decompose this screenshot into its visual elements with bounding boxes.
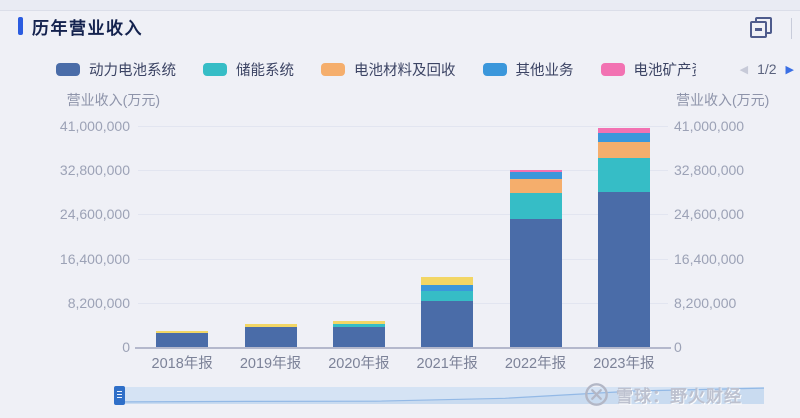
bar-segment-其他业务[interactable] [597, 132, 650, 142]
data-zoom-slider[interactable] [114, 386, 764, 405]
x-tick-label: 2021年报 [416, 356, 478, 372]
bar-segment-电池矿产资[interactable] [597, 127, 650, 133]
x-tick-label: 2023年报 [593, 356, 655, 372]
data-zoom-track[interactable] [117, 387, 764, 404]
legend-label: 电池材料及回收 [354, 62, 456, 79]
x-tick-label: 2018年报 [151, 356, 213, 372]
bar-2022年报[interactable] [509, 169, 562, 347]
y-tick-label-left: 0 [122, 339, 130, 355]
header-divider [791, 18, 792, 39]
grid-line [138, 302, 668, 304]
data-zoom-preview [117, 387, 764, 404]
legend-label: 动力电池系统 [89, 62, 176, 79]
legend-swatch [321, 62, 345, 76]
y-tick-label-right: 41,000,000 [674, 118, 745, 134]
y-tick-label-right: 8,200,000 [674, 294, 737, 311]
page-title: 历年营业收入 [32, 19, 143, 38]
legend-prev-icon[interactable]: ◀ [739, 63, 749, 76]
bar-2019年报[interactable] [244, 323, 297, 347]
legend-item-5[interactable]: 电池矿产资 [600, 59, 696, 80]
top-strip [0, 0, 800, 11]
bar-segment-未显示图例系列(黄色)[interactable] [332, 320, 385, 324]
bar-segment-储能系统[interactable] [421, 290, 474, 301]
grid-line [138, 170, 668, 172]
bar-segment-其他业务[interactable] [509, 171, 562, 179]
card-view-icon[interactable] [750, 17, 772, 39]
bar-2020年报[interactable] [332, 320, 385, 347]
title-accent-bar [18, 17, 23, 35]
y-tick-label-left: 16,400,000 [59, 250, 130, 267]
bar-segment-电池材料及回收[interactable] [509, 178, 562, 193]
grid-line [138, 126, 668, 127]
legend-next-icon[interactable]: ▶ [785, 63, 794, 76]
bar-segment-动力电池系统[interactable] [509, 218, 562, 347]
bar-segment-动力电池系统[interactable] [244, 326, 297, 347]
x-tick-label: 2022年报 [504, 356, 567, 372]
x-tick-label: 2020年报 [328, 356, 390, 372]
watermark: 雪球：野火财经 [584, 382, 742, 407]
data-zoom-handle[interactable] [114, 386, 125, 405]
legend-item-3[interactable]: 电池材料及回收 [321, 59, 456, 80]
y-axis-name-left: 营业收入(万元) [66, 92, 160, 108]
bar-2018年报[interactable] [156, 330, 209, 347]
legend-page-indicator: 1/2 [757, 61, 777, 77]
legend-label: 储能系统 [236, 62, 294, 79]
bar-2023年报[interactable] [597, 127, 650, 347]
bar-segment-动力电池系统[interactable] [597, 191, 650, 347]
legend-item-4[interactable]: 其他业务 [482, 59, 574, 80]
bar-segment-电池材料及回收[interactable] [597, 141, 650, 158]
bar-segment-电池矿产资[interactable] [509, 169, 562, 172]
legend-pager: ◀ 1/2 ▶ [740, 61, 794, 77]
legend: 动力电池系统 储能系统 电池材料及回收 其他业务 电池矿产资 ◀ 1/2 ▶ [56, 59, 794, 79]
legend-item-1[interactable]: 动力电池系统 [56, 59, 176, 80]
bar-segment-储能系统[interactable] [597, 157, 650, 192]
bar-segment-未显示图例系列(黄色)[interactable] [156, 330, 209, 333]
legend-swatch [482, 62, 507, 76]
y-axis-name-right: 营业收入(万元) [676, 92, 770, 108]
bar-segment-未显示图例系列(黄色)[interactable] [421, 277, 474, 285]
grid-line [138, 258, 668, 260]
legend-label: 电池矿产资 [633, 62, 696, 79]
y-tick-label-right: 16,400,000 [674, 250, 745, 267]
xueqiu-logo-icon [585, 383, 608, 406]
grid-line [138, 214, 668, 216]
watermark-text: 雪球：野火财经 [616, 387, 742, 406]
bar-segment-储能系统[interactable] [509, 192, 562, 219]
y-tick-label-left: 8,200,000 [67, 294, 130, 311]
bar-segment-动力电池系统[interactable] [332, 326, 385, 347]
legend-items: 动力电池系统 储能系统 电池材料及回收 其他业务 电池矿产资 [56, 59, 696, 80]
legend-swatch [56, 62, 80, 76]
bar-segment-动力电池系统[interactable] [156, 332, 209, 347]
bar-segment-动力电池系统[interactable] [421, 300, 474, 347]
bar-segment-未显示图例系列(黄色)[interactable] [244, 323, 297, 327]
x-axis-line [135, 347, 671, 349]
y-tick-label-right: 24,600,000 [674, 206, 745, 223]
card-front-shape [750, 21, 767, 38]
legend-swatch [203, 62, 227, 76]
bar-segment-储能系统[interactable] [332, 323, 385, 327]
y-tick-label-right: 32,800,000 [674, 162, 745, 179]
bar-segment-其他业务[interactable] [421, 285, 474, 291]
y-tick-label-left: 32,800,000 [59, 162, 130, 179]
bar-2021年报[interactable] [421, 277, 474, 347]
legend-label: 其他业务 [515, 62, 574, 79]
y-tick-label-left: 24,600,000 [59, 206, 130, 223]
legend-item-2[interactable]: 储能系统 [203, 59, 294, 80]
x-tick-label: 2019年报 [239, 356, 302, 372]
y-tick-label-left: 41,000,000 [59, 118, 130, 134]
legend-swatch [600, 62, 625, 76]
y-tick-label-right: 0 [674, 339, 682, 355]
